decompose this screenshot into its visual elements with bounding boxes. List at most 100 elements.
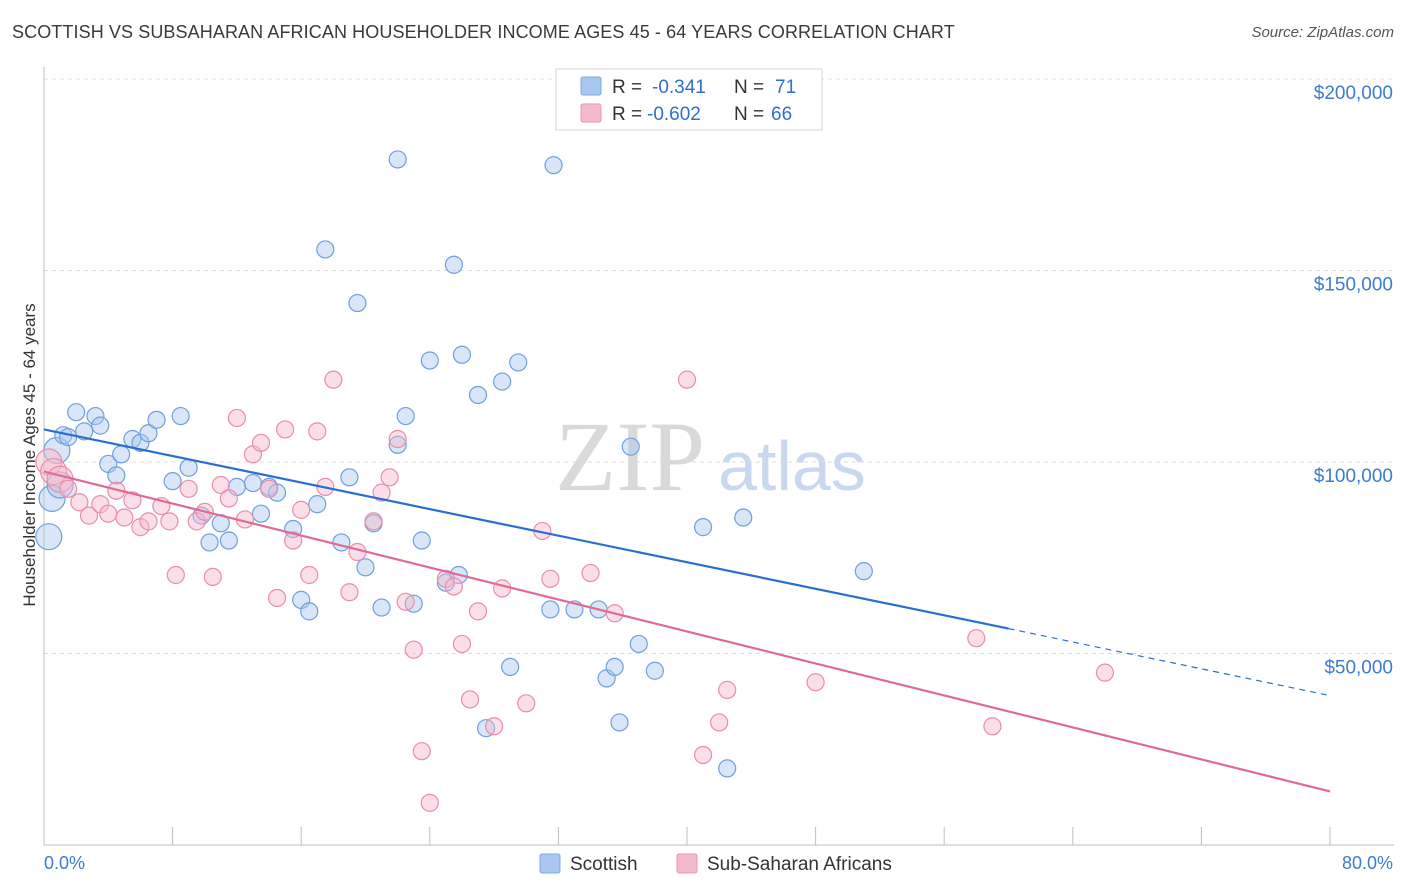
subsaharan-point <box>79 506 99 525</box>
y-tick-label: $150,000 <box>1314 275 1393 296</box>
subsaharan-point <box>541 569 560 588</box>
subsaharan-point <box>219 489 238 508</box>
scottish-point <box>493 372 512 391</box>
scottish-point <box>300 602 319 621</box>
subsaharan-point <box>468 602 488 621</box>
scottish-point <box>605 657 624 677</box>
subsaharan-point <box>70 493 89 512</box>
subsaharan-point <box>983 717 1002 736</box>
scottish-point <box>308 495 327 514</box>
subsaharan-point <box>123 491 142 510</box>
scottish-point <box>200 533 219 552</box>
scottish-point <box>734 508 753 527</box>
legend-n-value-subsaharan: 66 <box>771 104 792 125</box>
scottish-point <box>35 523 63 551</box>
scottish-point <box>107 466 126 485</box>
watermark-atlas: atlas <box>718 427 866 505</box>
legend-r-label-scottish: R = <box>612 77 642 98</box>
bottom-legend: Scottish Sub-Saharan Africans <box>539 853 892 875</box>
subsaharan-point <box>517 694 536 713</box>
bottom-legend-swatch-scottish <box>539 853 561 874</box>
legend-n-label-subsaharan: N = <box>734 104 764 125</box>
subsaharan-point <box>693 745 713 765</box>
subsaharan-point <box>179 479 198 498</box>
scottish-point <box>112 445 131 464</box>
scottish-point <box>509 353 528 372</box>
scottish-point <box>388 435 407 454</box>
scottish-points <box>35 150 873 778</box>
scottish-point <box>718 759 737 778</box>
x-tick-labels: 0.0% 80.0% <box>44 853 1393 873</box>
subsaharan-point <box>300 565 319 585</box>
subsaharan-point <box>485 717 504 736</box>
scottish-point <box>91 416 110 435</box>
legend-r-label-subsaharan: R = <box>612 104 642 125</box>
scottish-point <box>544 156 563 175</box>
scottish-point <box>629 634 648 654</box>
subsaharan-point <box>139 512 158 531</box>
scottish-point <box>645 661 664 680</box>
scottish-point <box>316 240 335 259</box>
scottish-point <box>396 406 415 426</box>
subsaharan-point <box>203 567 222 587</box>
scottish-point <box>348 293 367 313</box>
bottom-legend-label-subsaharan: Sub-Saharan Africans <box>707 854 892 875</box>
scottish-point <box>610 713 629 732</box>
watermark-zip: ZIP <box>555 401 705 512</box>
subsaharan-point <box>227 408 246 428</box>
scottish-point <box>693 518 713 537</box>
scottish-point <box>621 437 640 456</box>
chart-title: SCOTTISH VS SUBSAHARAN AFRICAN HOUSEHOLD… <box>12 22 955 42</box>
subsaharan-point <box>284 531 303 550</box>
subsaharan-point <box>259 479 279 498</box>
subsaharan-point <box>412 742 431 761</box>
subsaharan-point <box>444 577 464 596</box>
scottish-point <box>67 403 86 422</box>
scottish-point <box>171 406 190 426</box>
scottish-point <box>420 351 439 370</box>
y-tick-label: $50,000 <box>1324 658 1393 679</box>
grid <box>44 78 1394 654</box>
scottish-point <box>468 385 488 405</box>
scottish-point <box>179 458 198 477</box>
subsaharan-point <box>276 420 295 439</box>
scottish-point <box>444 255 464 274</box>
scottish-point <box>412 531 431 550</box>
y-tick-label: $200,000 <box>1314 83 1393 104</box>
subsaharan-trend-line <box>43 470 1331 793</box>
subsaharan-point <box>1095 663 1115 682</box>
legend-n-label-scottish: N = <box>734 77 764 98</box>
subsaharan-point <box>115 508 134 527</box>
subsaharan-point <box>452 634 472 654</box>
subsaharan-point <box>372 483 391 502</box>
legend-box: R = -0.341 N = 71 R = -0.602 N = 66 <box>555 68 823 131</box>
scottish-point <box>59 428 78 447</box>
subsaharan-point <box>396 592 415 611</box>
subsaharan-point <box>967 629 986 648</box>
legend-n-value-scottish: 71 <box>775 77 796 98</box>
subsaharan-point <box>710 713 729 732</box>
subsaharan-point <box>364 512 383 531</box>
subsaharan-point <box>324 370 343 389</box>
legend-r-value-scottish: -0.341 <box>652 77 706 98</box>
subsaharan-point <box>267 588 287 608</box>
y-tick-label: $100,000 <box>1314 466 1393 487</box>
subsaharan-point <box>340 583 359 602</box>
bottom-legend-swatch-subsaharan <box>676 853 698 874</box>
scottish-point <box>75 422 94 441</box>
trend-lines <box>43 428 1331 793</box>
subsaharan-point <box>404 640 423 659</box>
legend-r-value-subsaharan: -0.602 <box>647 104 701 125</box>
x-tick-label: 0.0% <box>44 853 85 873</box>
subsaharan-point <box>806 673 825 692</box>
source-credit: Source: ZipAtlas.com <box>1251 24 1394 41</box>
scottish-point <box>372 598 391 617</box>
subsaharan-point <box>59 479 78 498</box>
subsaharan-point <box>493 579 512 598</box>
subsaharan-point <box>292 500 311 519</box>
scottish-point <box>501 657 520 677</box>
subsaharan-point <box>308 422 327 441</box>
axes <box>43 67 1394 846</box>
subsaharan-point <box>380 468 399 487</box>
